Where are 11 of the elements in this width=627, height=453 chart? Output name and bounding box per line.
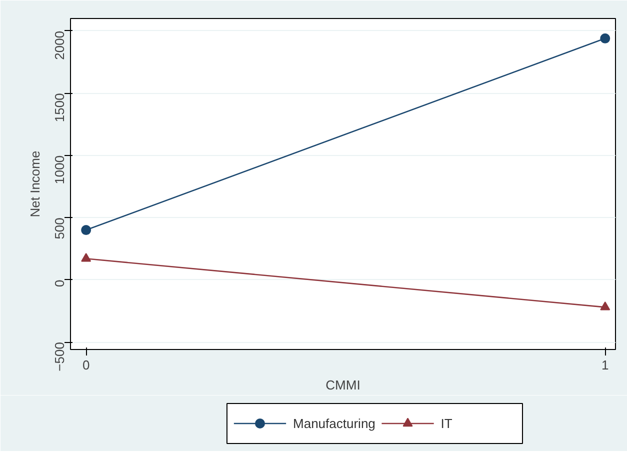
y-tick-label: 500 [52, 218, 67, 240]
y-axis-title: Net Income [28, 150, 42, 218]
y-tick-label: 1000 [52, 155, 67, 184]
legend-label: IT [440, 416, 452, 431]
y-tick-label: −500 [52, 342, 67, 372]
x-axis-title: CMMI [326, 378, 360, 392]
y-tick-label: 1500 [52, 93, 67, 122]
legend-label: Manufacturing [293, 416, 376, 431]
y-tick-label: 0 [52, 280, 67, 288]
x-tick-label: 1 [602, 358, 609, 372]
y-tick-label: 2000 [52, 30, 67, 60]
